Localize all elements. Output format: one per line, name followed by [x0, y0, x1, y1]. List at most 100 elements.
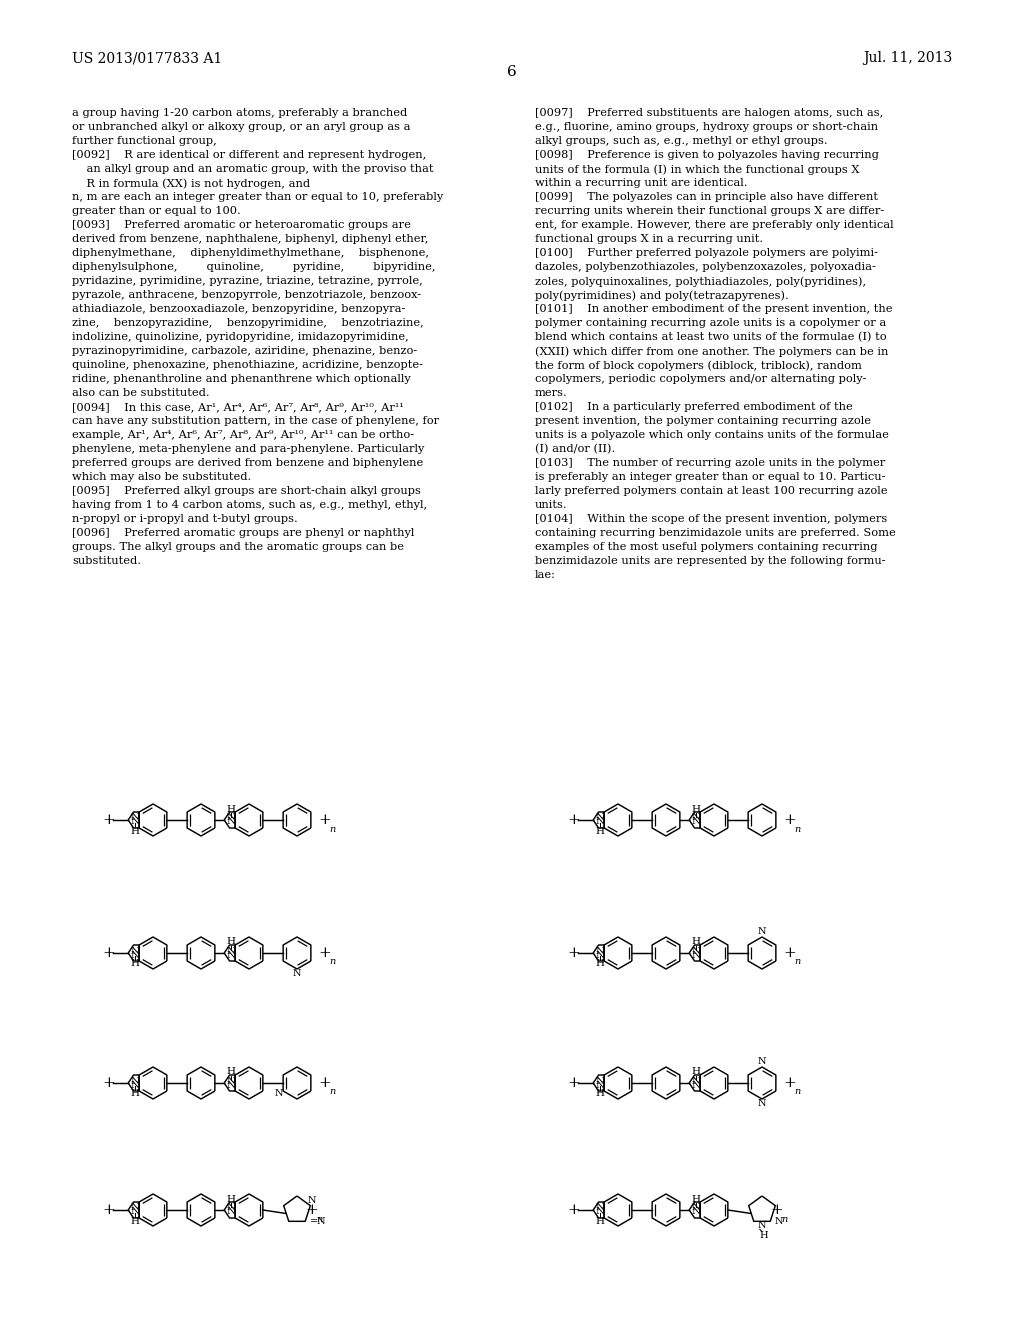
Text: +: +: [770, 1203, 782, 1217]
Text: N: N: [596, 1081, 605, 1089]
Text: N: N: [308, 1196, 316, 1205]
Text: groups. The alkyl groups and the aromatic groups can be: groups. The alkyl groups and the aromati…: [72, 543, 404, 552]
Text: N: N: [226, 946, 236, 956]
Text: N: N: [131, 946, 139, 956]
Text: [0103]    The number of recurring azole units in the polymer: [0103] The number of recurring azole uni…: [535, 458, 886, 469]
Text: H: H: [131, 960, 139, 969]
Text: [0099]    The polyazoles can in principle also have different: [0099] The polyazoles can in principle a…: [535, 191, 878, 202]
Text: H: H: [691, 804, 700, 813]
Text: (XXII) which differ from one another. The polymers can be in: (XXII) which differ from one another. Th…: [535, 346, 889, 356]
Text: +: +: [783, 813, 797, 828]
Text: (I) and/or (II).: (I) and/or (II).: [535, 444, 615, 454]
Text: within a recurring unit are identical.: within a recurring unit are identical.: [535, 178, 748, 187]
Text: [0100]    Further preferred polyazole polymers are polyimi-: [0100] Further preferred polyazole polym…: [535, 248, 878, 257]
Text: n: n: [315, 1214, 323, 1224]
Text: H: H: [691, 1195, 700, 1204]
Text: N: N: [691, 950, 700, 960]
Text: units of the formula (I) in which the functional groups X: units of the formula (I) in which the fu…: [535, 164, 859, 174]
Text: N: N: [226, 1081, 236, 1089]
Text: mers.: mers.: [535, 388, 567, 399]
Text: +: +: [783, 1076, 797, 1090]
Text: n: n: [795, 957, 801, 966]
Text: quinoline, phenoxazine, phenothiazine, acridizine, benzopte-: quinoline, phenoxazine, phenothiazine, a…: [72, 360, 423, 370]
Text: N: N: [596, 950, 605, 960]
Text: or unbranched alkyl or alkoxy group, or an aryl group as a: or unbranched alkyl or alkoxy group, or …: [72, 121, 411, 132]
Text: N: N: [691, 813, 700, 822]
Text: benzimidazole units are represented by the following formu-: benzimidazole units are represented by t…: [535, 556, 886, 566]
Text: [0092]    R are identical or different and represent hydrogen,: [0092] R are identical or different and …: [72, 150, 426, 160]
Text: a group having 1-20 carbon atoms, preferably a branched: a group having 1-20 carbon atoms, prefer…: [72, 108, 408, 117]
Text: [0093]    Preferred aromatic or heteroaromatic groups are: [0093] Preferred aromatic or heteroaroma…: [72, 220, 411, 230]
Text: is preferably an integer greater than or equal to 10. Particu-: is preferably an integer greater than or…: [535, 473, 886, 482]
Text: greater than or equal to 100.: greater than or equal to 100.: [72, 206, 241, 216]
Text: +: +: [783, 946, 797, 960]
Text: +: +: [102, 1076, 116, 1090]
Text: H: H: [226, 804, 236, 813]
Text: N: N: [596, 1204, 605, 1213]
Text: n: n: [781, 1214, 787, 1224]
Text: N: N: [293, 969, 301, 978]
Text: pyridazine, pyrimidine, pyrazine, triazine, tetrazine, pyrrole,: pyridazine, pyrimidine, pyrazine, triazi…: [72, 276, 423, 286]
Text: blend which contains at least two units of the formulae (I) to: blend which contains at least two units …: [535, 333, 887, 342]
Text: copolymers, periodic copolymers and/or alternating poly-: copolymers, periodic copolymers and/or a…: [535, 374, 866, 384]
Text: n: n: [330, 1088, 336, 1097]
Text: H: H: [131, 1217, 139, 1225]
Text: recurring units wherein their functional groups X are differ-: recurring units wherein their functional…: [535, 206, 885, 216]
Text: +: +: [567, 1203, 581, 1217]
Text: N: N: [131, 1081, 139, 1089]
Text: example, Ar¹, Ar⁴, Ar⁶, Ar⁷, Ar⁸, Ar⁹, Ar¹⁰, Ar¹¹ can be ortho-: example, Ar¹, Ar⁴, Ar⁶, Ar⁷, Ar⁸, Ar⁹, A…: [72, 430, 414, 440]
Text: examples of the most useful polymers containing recurring: examples of the most useful polymers con…: [535, 543, 878, 552]
Text: +: +: [102, 813, 116, 828]
Text: N: N: [774, 1217, 782, 1226]
Text: preferred groups are derived from benzene and biphenylene: preferred groups are derived from benzen…: [72, 458, 423, 469]
Text: H: H: [691, 937, 700, 946]
Text: H: H: [226, 937, 236, 946]
Text: derived from benzene, naphthalene, biphenyl, diphenyl ether,: derived from benzene, naphthalene, biphe…: [72, 234, 428, 244]
Text: n, m are each an integer greater than or equal to 10, preferably: n, m are each an integer greater than or…: [72, 191, 443, 202]
Text: N: N: [274, 1089, 283, 1098]
Text: the form of block copolymers (diblock, triblock), random: the form of block copolymers (diblock, t…: [535, 360, 862, 371]
Text: [0104]    Within the scope of the present invention, polymers: [0104] Within the scope of the present i…: [535, 513, 887, 524]
Text: units is a polyazole which only contains units of the formulae: units is a polyazole which only contains…: [535, 430, 889, 440]
Text: H: H: [226, 1068, 236, 1077]
Text: pyrazole, anthracene, benzopyrrole, benzotriazole, benzoox-: pyrazole, anthracene, benzopyrrole, benz…: [72, 290, 421, 300]
Text: H: H: [226, 1195, 236, 1204]
Text: US 2013/0177833 A1: US 2013/0177833 A1: [72, 51, 222, 65]
Text: n: n: [795, 825, 801, 833]
Text: N: N: [226, 817, 236, 826]
Text: zine,    benzopyrazidine,    benzopyrimidine,    benzotriazine,: zine, benzopyrazidine, benzopyrimidine, …: [72, 318, 424, 327]
Text: present invention, the polymer containing recurring azole: present invention, the polymer containin…: [535, 416, 871, 426]
Text: dazoles, polybenzothiazoles, polybenzoxazoles, polyoxadia-: dazoles, polybenzothiazoles, polybenzoxa…: [535, 261, 876, 272]
Text: which may also be substituted.: which may also be substituted.: [72, 473, 251, 482]
Text: substituted.: substituted.: [72, 556, 141, 566]
Text: R in formula (XX) is not hydrogen, and: R in formula (XX) is not hydrogen, and: [72, 178, 310, 189]
Text: H: H: [691, 1068, 700, 1077]
Text: larly preferred polymers contain at least 100 recurring azole: larly preferred polymers contain at leas…: [535, 486, 888, 496]
Text: N: N: [131, 1208, 139, 1217]
Text: [0101]    In another embodiment of the present invention, the: [0101] In another embodiment of the pres…: [535, 304, 893, 314]
Text: diphenylsulphone,        quinoline,        pyridine,        bipyridine,: diphenylsulphone, quinoline, pyridine, b…: [72, 261, 435, 272]
Text: H: H: [131, 826, 139, 836]
Text: n-propyl or i-propyl and t-butyl groups.: n-propyl or i-propyl and t-butyl groups.: [72, 513, 298, 524]
Text: pyrazinopyrimidine, carbazole, aziridine, phenazine, benzo-: pyrazinopyrimidine, carbazole, aziridine…: [72, 346, 417, 356]
Text: +: +: [305, 1203, 317, 1217]
Text: polymer containing recurring azole units is a copolymer or a: polymer containing recurring azole units…: [535, 318, 886, 327]
Text: further functional group,: further functional group,: [72, 136, 217, 147]
Text: +: +: [318, 1076, 332, 1090]
Text: having from 1 to 4 carbon atoms, such as, e.g., methyl, ethyl,: having from 1 to 4 carbon atoms, such as…: [72, 500, 427, 510]
Text: 6: 6: [507, 65, 517, 79]
Text: N: N: [131, 813, 139, 822]
Text: n: n: [330, 957, 336, 966]
Text: H: H: [596, 826, 604, 836]
Text: N: N: [131, 1077, 139, 1085]
Text: can have any substitution pattern, in the case of phenylene, for: can have any substitution pattern, in th…: [72, 416, 439, 426]
Text: N: N: [691, 1204, 700, 1213]
Text: N: N: [691, 946, 700, 956]
Text: [0097]    Preferred substituents are halogen atoms, such as,: [0097] Preferred substituents are haloge…: [535, 108, 884, 117]
Text: units.: units.: [535, 500, 567, 510]
Text: N: N: [226, 813, 236, 822]
Text: [0095]    Preferred alkyl groups are short-chain alkyl groups: [0095] Preferred alkyl groups are short-…: [72, 486, 421, 496]
Text: N: N: [596, 1077, 605, 1085]
Text: N: N: [691, 1208, 700, 1217]
Text: +: +: [102, 946, 116, 960]
